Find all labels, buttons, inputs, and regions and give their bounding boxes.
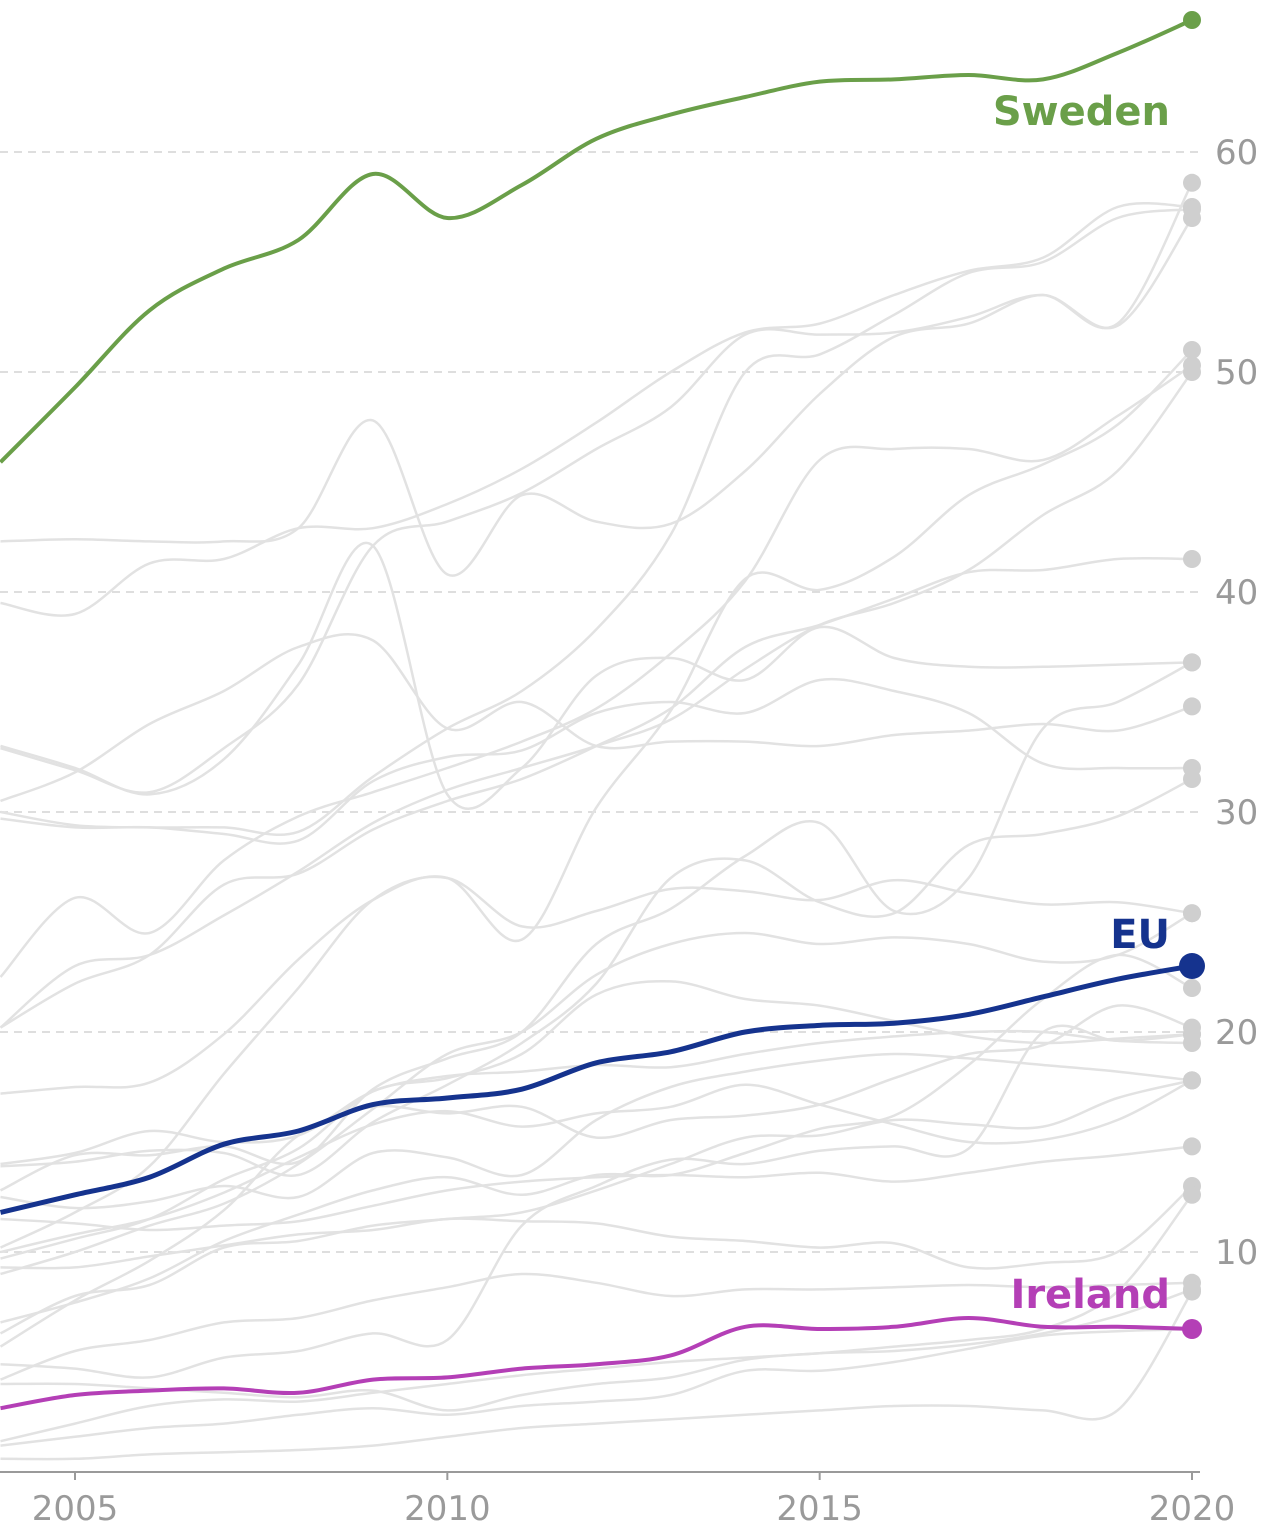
y-tick-label: 50 <box>1215 353 1258 393</box>
y-axis-labels: 10 20 30 40 50 60 <box>1215 133 1258 1273</box>
series-end-dot <box>1183 341 1201 359</box>
y-tick-label: 10 <box>1215 1233 1258 1273</box>
series-line <box>0 1052 1193 1210</box>
series-line <box>0 1024 1193 1379</box>
series-end-dot <box>1183 1071 1201 1090</box>
ireland-line <box>0 1315 1193 1411</box>
y-tick-label: 20 <box>1215 1013 1258 1053</box>
ireland-label: Ireland <box>1010 1272 1170 1318</box>
series-line <box>0 1290 1194 1461</box>
background-endpoints <box>1183 173 1201 1338</box>
y-tick-label: 40 <box>1215 573 1258 613</box>
series-line <box>0 677 1193 845</box>
series-line <box>0 349 1193 1095</box>
series-line <box>0 182 1194 794</box>
series-end-dot <box>1183 770 1201 788</box>
x-tick-label: 2015 <box>776 1489 863 1529</box>
series-end-dot <box>1183 173 1201 192</box>
series-line <box>0 1079 1193 1254</box>
series-line <box>0 202 1193 617</box>
series-end-dot <box>1183 1018 1201 1037</box>
y-tick-label: 60 <box>1215 133 1258 173</box>
series-line <box>0 1185 1193 1270</box>
x-axis: 2005 2010 2015 2020 <box>0 1471 1236 1529</box>
x-tick-label: 2005 <box>32 1489 119 1529</box>
series-end-dot <box>1183 697 1201 716</box>
ireland-end-dot <box>1182 1319 1202 1339</box>
series-end-dot <box>1183 550 1201 568</box>
series-line <box>0 1272 1193 1381</box>
series-line <box>0 1194 1193 1443</box>
series-line <box>0 556 1193 1029</box>
series-end-dot <box>1183 363 1201 381</box>
series-end-dot <box>1183 979 1201 997</box>
series-end-dot <box>1183 1282 1201 1301</box>
series-line <box>0 364 1193 978</box>
series-line <box>0 217 1194 577</box>
highlighted-series <box>0 11 1205 1411</box>
background-series <box>0 182 1194 1461</box>
sweden-end-dot <box>1183 11 1201 29</box>
eu-label: EU <box>1110 912 1170 958</box>
series-line <box>0 953 1193 1324</box>
x-tick-label: 2020 <box>1149 1489 1236 1529</box>
sweden-line <box>0 18 1193 464</box>
series-line <box>0 1004 1193 1348</box>
series-line <box>0 875 1193 1249</box>
series-end-dot <box>1183 1137 1201 1156</box>
series-line <box>0 541 1193 810</box>
series-line <box>0 371 1193 1029</box>
series-line <box>0 777 1193 1177</box>
series-line <box>0 632 1193 803</box>
series-line <box>0 1288 1193 1412</box>
series-end-dot <box>1183 904 1201 923</box>
series-line <box>0 1327 1193 1447</box>
series-line <box>0 1079 1193 1335</box>
x-tick-label: 2010 <box>404 1489 491 1529</box>
eu-end-dot <box>1179 953 1205 979</box>
series-end-dot <box>1183 1185 1201 1204</box>
series-end-dot <box>1183 200 1201 219</box>
series-labels: Sweden EU Ireland <box>993 89 1170 1318</box>
series-line <box>0 912 1193 1276</box>
series-line <box>0 207 1193 836</box>
y-tick-label: 30 <box>1215 793 1258 833</box>
eu-line <box>0 963 1193 1215</box>
series-line <box>0 980 1193 1260</box>
series-end-dot <box>1183 653 1201 672</box>
gridlines <box>0 151 1200 1253</box>
sweden-label: Sweden <box>993 89 1170 135</box>
